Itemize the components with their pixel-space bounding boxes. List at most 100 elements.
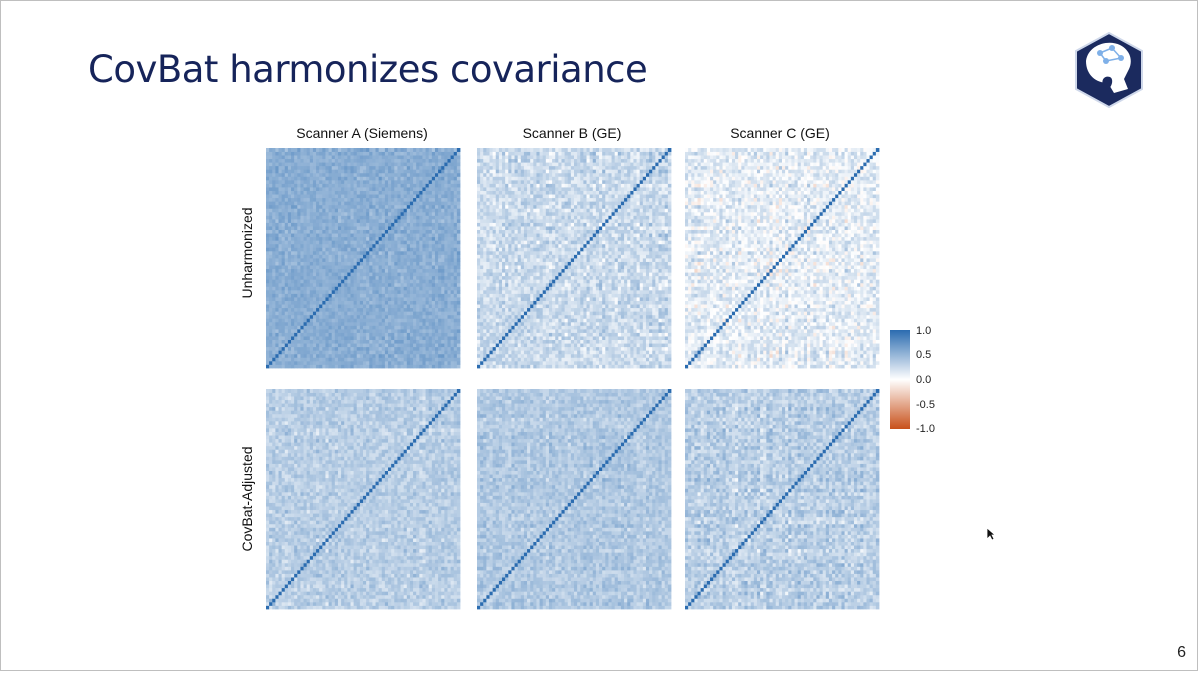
heatmap-cell — [499, 361, 503, 365]
heatmap-cell — [493, 187, 497, 191]
heatmap-cell — [363, 254, 367, 258]
heatmap-cell — [432, 251, 436, 255]
heatmap-cell — [605, 340, 609, 344]
heatmap-cell — [394, 233, 398, 237]
heatmap-cell — [429, 201, 433, 205]
heatmap-cell — [285, 279, 289, 283]
heatmap-cell — [300, 155, 304, 159]
heatmap-cell — [366, 205, 370, 209]
heatmap-cell — [369, 272, 373, 276]
heatmap-cell — [505, 279, 509, 283]
heatmap-cell — [376, 223, 380, 227]
heatmap-cell — [307, 325, 311, 329]
heatmap-cell — [300, 251, 304, 255]
heatmap-cell — [366, 240, 370, 244]
heatmap-cell — [350, 336, 354, 340]
heatmap-cell — [307, 212, 311, 216]
heatmap-cell — [376, 244, 380, 248]
heatmap-cell — [605, 354, 609, 358]
heatmap-cell — [483, 265, 487, 269]
heatmap-cell — [282, 223, 286, 227]
heatmap-cell — [316, 223, 320, 227]
heatmap-cell — [568, 357, 572, 361]
heatmap-cell — [426, 311, 430, 315]
heatmap-cell — [422, 148, 426, 152]
heatmap-cell — [338, 350, 342, 354]
heatmap-cell — [432, 336, 436, 340]
heatmap-cell — [319, 215, 323, 219]
heatmap-cell — [332, 208, 336, 212]
heatmap-cell — [285, 322, 289, 326]
heatmap-cell — [288, 166, 292, 170]
heatmap-cell — [275, 173, 279, 177]
heatmap-cell — [407, 293, 411, 297]
heatmap-cell — [577, 361, 581, 365]
heatmap-cell — [483, 343, 487, 347]
heatmap-cell — [480, 183, 484, 187]
heatmap-cell — [350, 364, 354, 368]
heatmap-cell — [477, 208, 481, 212]
heatmap-cell — [325, 215, 329, 219]
heatmap-cell — [394, 183, 398, 187]
heatmap-cell — [279, 343, 283, 347]
heatmap-cell — [354, 315, 358, 319]
heatmap-cell — [483, 325, 487, 329]
heatmap-cell — [496, 201, 500, 205]
heatmap-cell — [316, 230, 320, 234]
heatmap-cell — [438, 219, 442, 223]
heatmap-cell — [505, 343, 509, 347]
heatmap-cell — [499, 290, 503, 294]
heatmap-cell — [655, 347, 659, 351]
heatmap-cell — [347, 357, 351, 361]
heatmap-cell — [369, 269, 373, 273]
heatmap-cell — [335, 272, 339, 276]
heatmap-cell — [379, 315, 383, 319]
heatmap-cell — [422, 166, 426, 170]
heatmap-cell — [385, 276, 389, 280]
heatmap-cell — [325, 276, 329, 280]
heatmap-cell — [376, 187, 380, 191]
heatmap-cell — [602, 340, 606, 344]
heatmap-cell — [335, 226, 339, 230]
heatmap-cell — [366, 251, 370, 255]
heatmap-cell — [304, 361, 308, 365]
heatmap-cell — [410, 258, 414, 262]
heatmap-cell — [322, 325, 326, 329]
heatmap-cell — [285, 357, 289, 361]
heatmap-cell — [279, 293, 283, 297]
heatmap-cell — [391, 254, 395, 258]
heatmap-cell — [640, 350, 644, 354]
heatmap-cell — [300, 162, 304, 166]
heatmap-cell — [294, 304, 298, 308]
heatmap-cell — [404, 208, 408, 212]
heatmap-cell — [291, 162, 295, 166]
heatmap-cell — [304, 169, 308, 173]
heatmap-cell — [447, 183, 451, 187]
heatmap-cell — [499, 276, 503, 280]
heatmap-cell — [486, 325, 490, 329]
heatmap-cell — [527, 340, 531, 344]
heatmap-cell — [490, 286, 494, 290]
heatmap-cell — [426, 269, 430, 273]
heatmap-cell — [285, 187, 289, 191]
heatmap-cell — [372, 180, 376, 184]
heatmap-cell — [407, 279, 411, 283]
heatmap-cell — [397, 219, 401, 223]
heatmap-cell — [499, 336, 503, 340]
heatmap-cell — [451, 162, 455, 166]
heatmap-cell — [435, 240, 439, 244]
heatmap-cell — [366, 361, 370, 365]
heatmap-cell — [360, 223, 364, 227]
heatmap-cell — [444, 254, 448, 258]
heatmap-cell — [360, 286, 364, 290]
heatmap-cell — [404, 230, 408, 234]
heatmap-cell — [441, 361, 445, 365]
heatmap-cell — [444, 226, 448, 230]
heatmap-cell — [266, 262, 270, 266]
heatmap-cell — [640, 336, 644, 340]
heatmap-cell — [366, 293, 370, 297]
heatmap-cell — [413, 315, 417, 319]
heatmap-cell — [413, 293, 417, 297]
heatmap-cell — [369, 247, 373, 251]
heatmap-cell — [558, 364, 562, 368]
